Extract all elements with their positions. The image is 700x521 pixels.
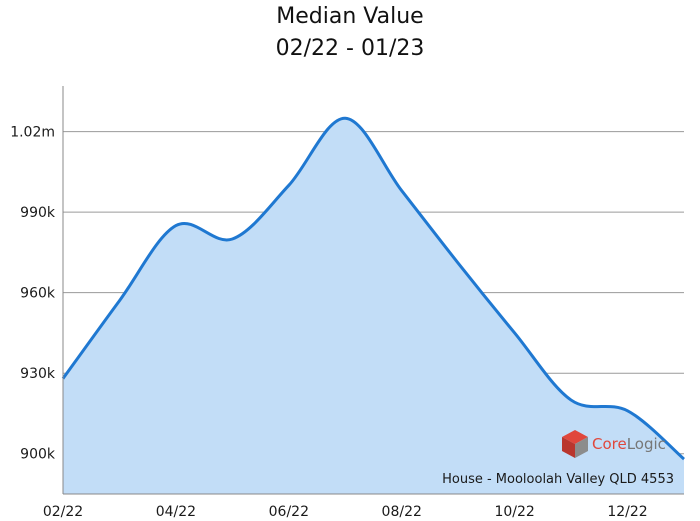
x-tick-label: 02/22: [43, 504, 83, 520]
x-tick-labels: 02/22 04/22 06/22 08/22 10/22 12/22: [43, 504, 648, 520]
chart-title: Median Value: [276, 4, 424, 29]
area-fill: [63, 118, 684, 494]
y-tick-label: 900k: [20, 447, 56, 463]
brand-logic: Logic: [627, 435, 666, 453]
chart-subtitle: 02/22 - 01/23: [275, 36, 425, 61]
y-tick-label: 930k: [20, 366, 56, 382]
brand-core: Core: [592, 435, 627, 453]
x-tick-label: 08/22: [382, 504, 422, 520]
x-tick-label: 10/22: [494, 504, 534, 520]
corelogic-watermark: CoreLogic: [562, 430, 666, 458]
x-tick-label: 04/22: [156, 504, 196, 520]
x-tick-label: 06/22: [269, 504, 309, 520]
y-tick-label: 990k: [20, 205, 56, 221]
corelogic-logo-icon: [562, 430, 588, 458]
chart-caption: House - Mooloolah Valley QLD 4553: [442, 472, 674, 487]
svg-text:CoreLogic: CoreLogic: [592, 435, 666, 453]
y-tick-labels: 900k 930k 960k 990k 1.02m: [10, 125, 56, 463]
y-tick-label: 960k: [20, 286, 56, 302]
series-line: [61, 116, 685, 461]
y-tick-label: 1.02m: [10, 125, 55, 141]
x-tick-label: 12/22: [607, 504, 647, 520]
